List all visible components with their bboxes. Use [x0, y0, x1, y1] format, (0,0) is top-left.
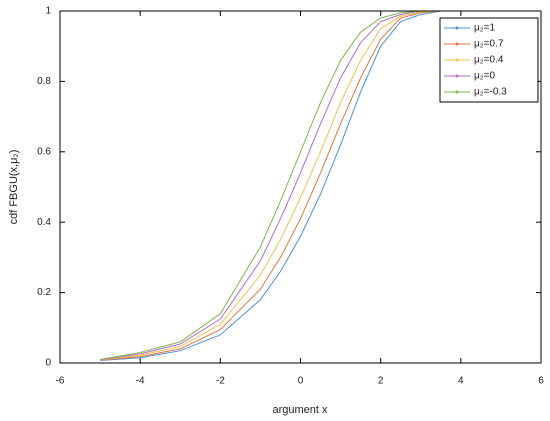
y-tick-label: 1 — [45, 6, 51, 17]
legend-marker — [455, 74, 459, 78]
x-tick-label: -6 — [56, 376, 65, 387]
y-tick-label: 0.8 — [37, 76, 51, 87]
legend-label: μ₂=0.7 — [474, 39, 504, 50]
y-tick-label: 0.4 — [37, 217, 51, 228]
x-tick-label: -4 — [136, 376, 145, 387]
legend-label: μ₂=1 — [474, 23, 495, 34]
series-line — [100, 10, 501, 362]
legend-marker — [455, 42, 459, 46]
x-tick-label: 0 — [298, 376, 304, 387]
legend-marker — [455, 90, 459, 94]
legend-marker — [455, 58, 459, 62]
x-tick-label: 4 — [458, 376, 464, 387]
x-tick-label: 2 — [378, 376, 384, 387]
legend-marker — [455, 26, 459, 30]
legend-label: μ₂=0.4 — [474, 55, 504, 66]
x-axis-label: argument x — [272, 404, 328, 416]
legend-label: μ₂=-0.3 — [474, 87, 507, 98]
y-tick-label: 0 — [45, 358, 51, 369]
series-line — [100, 10, 501, 361]
y-tick-label: 0.2 — [37, 287, 51, 298]
x-tick-label: 6 — [538, 376, 544, 387]
y-axis-label: cdf FBGU(x,μ₂) — [8, 150, 20, 225]
legend-box — [439, 17, 539, 103]
legend-label: μ₂=0 — [474, 71, 495, 82]
y-tick-label: 0.6 — [37, 146, 51, 157]
x-tick-label: -2 — [216, 376, 225, 387]
